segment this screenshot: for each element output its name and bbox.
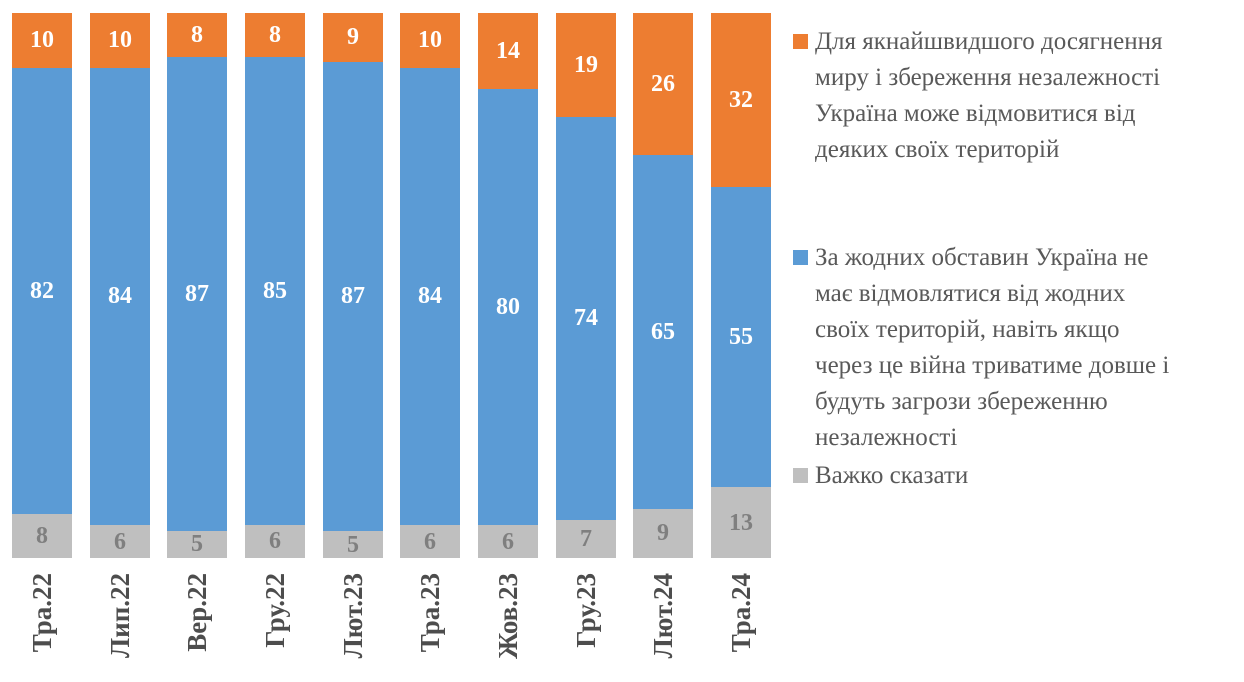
bar-value-label: 19 xyxy=(574,51,598,78)
bar-segment-series0-Вер.22: 8 xyxy=(167,13,227,57)
legend-entry-concessions: Для якнайшвидшого досягнення миру і збер… xyxy=(793,24,1244,168)
bar-segment-series2-Тра.24: 13 xyxy=(711,487,771,558)
x-axis-label: Гру.23 xyxy=(571,573,601,648)
bar-segment-series2-Тра.23: 6 xyxy=(400,525,460,558)
bar-segment-series0-Гру.23: 19 xyxy=(556,13,616,117)
bar-value-label: 9 xyxy=(347,24,359,51)
bar-value-label: 26 xyxy=(651,70,675,97)
bar-segment-series2-Лют.24: 9 xyxy=(633,508,693,558)
bar-segment-series0-Тра.23: 10 xyxy=(400,13,460,68)
bar-value-label: 82 xyxy=(30,277,54,304)
bar-value-label: 10 xyxy=(108,27,132,54)
bar-value-label: 10 xyxy=(30,27,54,54)
x-axis-label: Тра.23 xyxy=(415,573,445,653)
bar-value-label: 84 xyxy=(418,283,442,310)
bar-value-label: 84 xyxy=(108,283,132,310)
bar-value-label: 6 xyxy=(114,528,126,555)
bar-value-label: 13 xyxy=(729,509,753,536)
bar-segment-series2-Гру.22: 6 xyxy=(245,524,305,558)
bar-segment-series0-Гру.22: 8 xyxy=(245,13,305,58)
bar-value-label: 6 xyxy=(502,528,514,555)
bar-segment-series1-Вер.22: 87 xyxy=(167,56,227,531)
bar-segment-series1-Гру.23: 74 xyxy=(556,116,616,520)
legend-entry-no-concessions: За жодних обставин Україна не має відмов… xyxy=(793,240,1244,456)
bar-value-label: 85 xyxy=(263,277,287,304)
bar-value-label: 87 xyxy=(341,283,365,310)
bar-segment-series1-Гру.22: 85 xyxy=(245,57,305,525)
legend-swatch-blue-icon xyxy=(793,250,808,265)
x-axis-label: Тра.22 xyxy=(27,573,57,653)
bar-value-label: 6 xyxy=(269,528,281,555)
legend-swatch-gray-icon xyxy=(793,468,808,483)
bar-value-label: 65 xyxy=(651,318,675,345)
bar-segment-series0-Тра.22: 10 xyxy=(12,13,72,68)
x-axis-label: Вер.22 xyxy=(182,573,212,652)
legend-label: Важко сказати xyxy=(815,462,969,489)
x-axis-label: Лют.23 xyxy=(338,573,368,659)
bar-segment-series0-Жов.23: 14 xyxy=(478,13,538,90)
bar-segment-series0-Лют.24: 26 xyxy=(633,13,693,155)
bar-value-label: 55 xyxy=(729,324,753,351)
legend-swatch-orange-icon xyxy=(793,34,808,49)
bar-segment-series2-Тра.22: 8 xyxy=(12,514,72,558)
bar-value-label: 9 xyxy=(657,520,669,547)
bar-segment-series1-Тра.23: 84 xyxy=(400,67,460,526)
bar-value-label: 74 xyxy=(574,305,598,332)
bar-segment-series0-Лют.23: 9 xyxy=(323,13,383,62)
bar-segment-series1-Тра.22: 82 xyxy=(12,67,72,515)
bar-value-label: 8 xyxy=(269,22,281,49)
bar-segment-series2-Лют.23: 5 xyxy=(323,531,383,558)
bar-value-label: 8 xyxy=(191,21,203,48)
bar-segment-series1-Лют.24: 65 xyxy=(633,154,693,509)
bar-value-label: 5 xyxy=(191,531,203,558)
x-axis-label: Лют.24 xyxy=(648,573,678,659)
legend-label: За жодних обставин Україна не має відмов… xyxy=(815,244,1170,451)
bar-value-label: 80 xyxy=(496,294,520,321)
bar-value-label: 7 xyxy=(580,525,592,552)
legend-entry-hard-to-say: Важко сказати xyxy=(793,458,1244,494)
bar-segment-series1-Жов.23: 80 xyxy=(478,89,538,526)
bar-segment-series2-Вер.22: 5 xyxy=(167,530,227,558)
bar-segment-series2-Лип.22: 6 xyxy=(90,525,150,558)
bar-segment-series1-Тра.24: 55 xyxy=(711,187,771,488)
legend-label: Для якнайшвидшого досягнення миру і збер… xyxy=(815,28,1163,163)
bar-value-label: 14 xyxy=(496,38,520,65)
bar-segment-series2-Жов.23: 6 xyxy=(478,525,538,558)
x-axis-label: Лип.22 xyxy=(105,573,135,658)
bar-value-label: 8 xyxy=(36,523,48,550)
bar-segment-series1-Лют.23: 87 xyxy=(323,61,383,532)
bar-segment-series2-Гру.23: 7 xyxy=(556,519,616,558)
bar-segment-series0-Тра.24: 32 xyxy=(711,13,771,188)
bar-segment-series1-Лип.22: 84 xyxy=(90,67,150,526)
bar-value-label: 87 xyxy=(185,280,209,307)
x-axis-label: Тра.24 xyxy=(726,573,756,653)
bar-value-label: 5 xyxy=(347,531,359,558)
x-axis-label: Гру.22 xyxy=(260,573,290,648)
bar-value-label: 32 xyxy=(729,87,753,114)
x-axis-label: Жов.23 xyxy=(493,573,523,659)
bar-segment-series0-Лип.22: 10 xyxy=(90,13,150,68)
bar-value-label: 6 xyxy=(424,528,436,555)
bar-value-label: 10 xyxy=(418,27,442,54)
